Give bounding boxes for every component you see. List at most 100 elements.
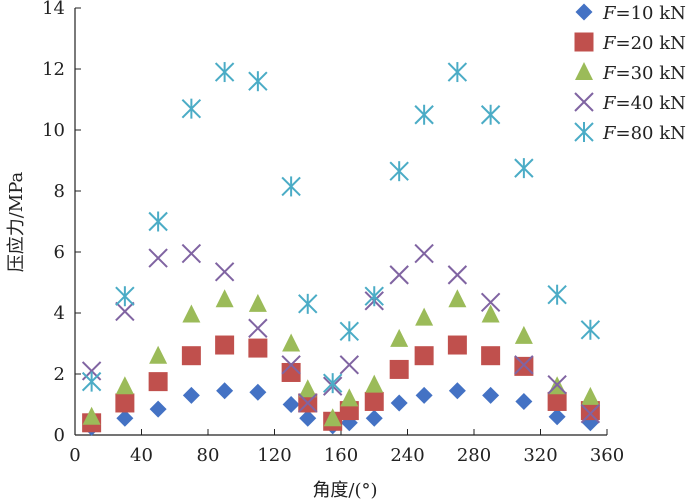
legend-marker <box>575 62 593 80</box>
y-tick-label: 14 <box>42 0 65 19</box>
y-tick-label: 8 <box>54 181 65 202</box>
legend-label: F=20 kN <box>602 33 686 54</box>
data-point <box>282 396 300 413</box>
x-tick-label: 160 <box>324 445 358 466</box>
data-point <box>415 307 434 326</box>
data-point <box>248 318 268 338</box>
x-tick-label: 120 <box>257 445 291 466</box>
data-point <box>322 373 343 394</box>
data-point <box>115 376 134 395</box>
x-tick-label: 320 <box>523 445 557 466</box>
legend: F=10 kN F=20 kN F=30 kN F=40 kN F=80 kN <box>574 3 686 144</box>
x-tick-label: 280 <box>457 445 491 466</box>
data-point <box>364 391 384 411</box>
data-point <box>447 62 468 83</box>
data-point <box>389 265 409 285</box>
data-point <box>414 104 434 125</box>
x-tick-label: 40 <box>130 445 153 466</box>
data-point <box>215 335 235 355</box>
data-point <box>214 62 235 83</box>
legend-label: F=80 kN <box>602 123 686 144</box>
data-point <box>182 386 200 404</box>
legend-marker <box>574 122 594 142</box>
data-point <box>448 289 467 308</box>
data-point <box>365 409 383 427</box>
data-point <box>414 346 434 366</box>
data-point <box>481 346 501 366</box>
data-point <box>281 176 301 197</box>
data-point <box>580 319 601 340</box>
y-tick-label: 12 <box>42 59 65 80</box>
data-point <box>482 386 500 404</box>
data-point <box>580 403 601 424</box>
data-point <box>249 383 267 401</box>
data-point <box>298 379 317 398</box>
legend-label: F=30 kN <box>602 63 686 84</box>
data-point <box>514 356 534 376</box>
data-point <box>390 328 409 347</box>
data-point <box>115 301 135 322</box>
data-point <box>389 359 409 379</box>
data-point <box>115 393 135 413</box>
data-point <box>181 243 202 264</box>
x-tick-label: 240 <box>390 445 424 466</box>
data-point <box>415 386 433 404</box>
series-4 <box>81 62 601 394</box>
legend-label: F=40 kN <box>602 93 686 114</box>
y-tick-label: 0 <box>54 425 65 446</box>
data-point <box>81 371 102 392</box>
data-point <box>340 388 359 407</box>
ticks: 0 40 80 120 160 240 280 320 360 0 2 4 6 8 10 12 14 <box>42 0 624 466</box>
data-point <box>581 386 600 405</box>
data-points <box>81 62 601 436</box>
data-point <box>548 408 566 426</box>
x-tick-label: 360 <box>590 445 624 466</box>
data-point <box>215 289 234 308</box>
data-point <box>282 333 301 352</box>
data-point <box>580 401 600 421</box>
data-point <box>547 284 567 305</box>
data-point <box>390 394 408 412</box>
data-point <box>298 293 318 314</box>
y-tick-label: 6 <box>54 242 65 263</box>
data-point <box>299 409 317 427</box>
data-point <box>149 345 168 364</box>
data-point <box>514 355 534 375</box>
data-point <box>248 293 267 312</box>
data-point <box>82 406 101 425</box>
data-point <box>281 362 301 382</box>
legend-marker <box>574 32 594 52</box>
data-point <box>389 161 409 182</box>
data-point <box>339 355 360 375</box>
data-point <box>115 286 135 307</box>
data-point <box>181 346 201 366</box>
data-point <box>514 158 534 179</box>
data-point <box>182 304 201 323</box>
legend-marker <box>574 92 594 112</box>
data-point <box>116 409 134 427</box>
data-point <box>281 355 301 375</box>
y-tick-label: 4 <box>54 303 65 324</box>
data-point <box>514 325 533 344</box>
legend-label: F=10 kN <box>602 3 686 24</box>
data-point <box>149 400 167 418</box>
data-point <box>365 374 384 393</box>
data-point <box>547 374 567 395</box>
data-point <box>148 211 168 232</box>
data-point <box>447 335 467 355</box>
data-point <box>339 321 360 342</box>
data-point <box>214 262 235 282</box>
y-tick-label: 10 <box>42 120 65 141</box>
x-tick-label: 0 <box>69 445 80 466</box>
data-point <box>364 286 384 307</box>
series-2 <box>82 289 600 427</box>
data-point <box>480 292 501 313</box>
data-point <box>298 393 318 413</box>
y-tick-label: 2 <box>54 364 65 385</box>
legend-marker <box>575 3 593 21</box>
y-axis-label: 压应力/MPa <box>6 171 27 272</box>
data-point <box>248 71 268 92</box>
data-point <box>448 382 466 400</box>
data-point <box>216 382 234 400</box>
